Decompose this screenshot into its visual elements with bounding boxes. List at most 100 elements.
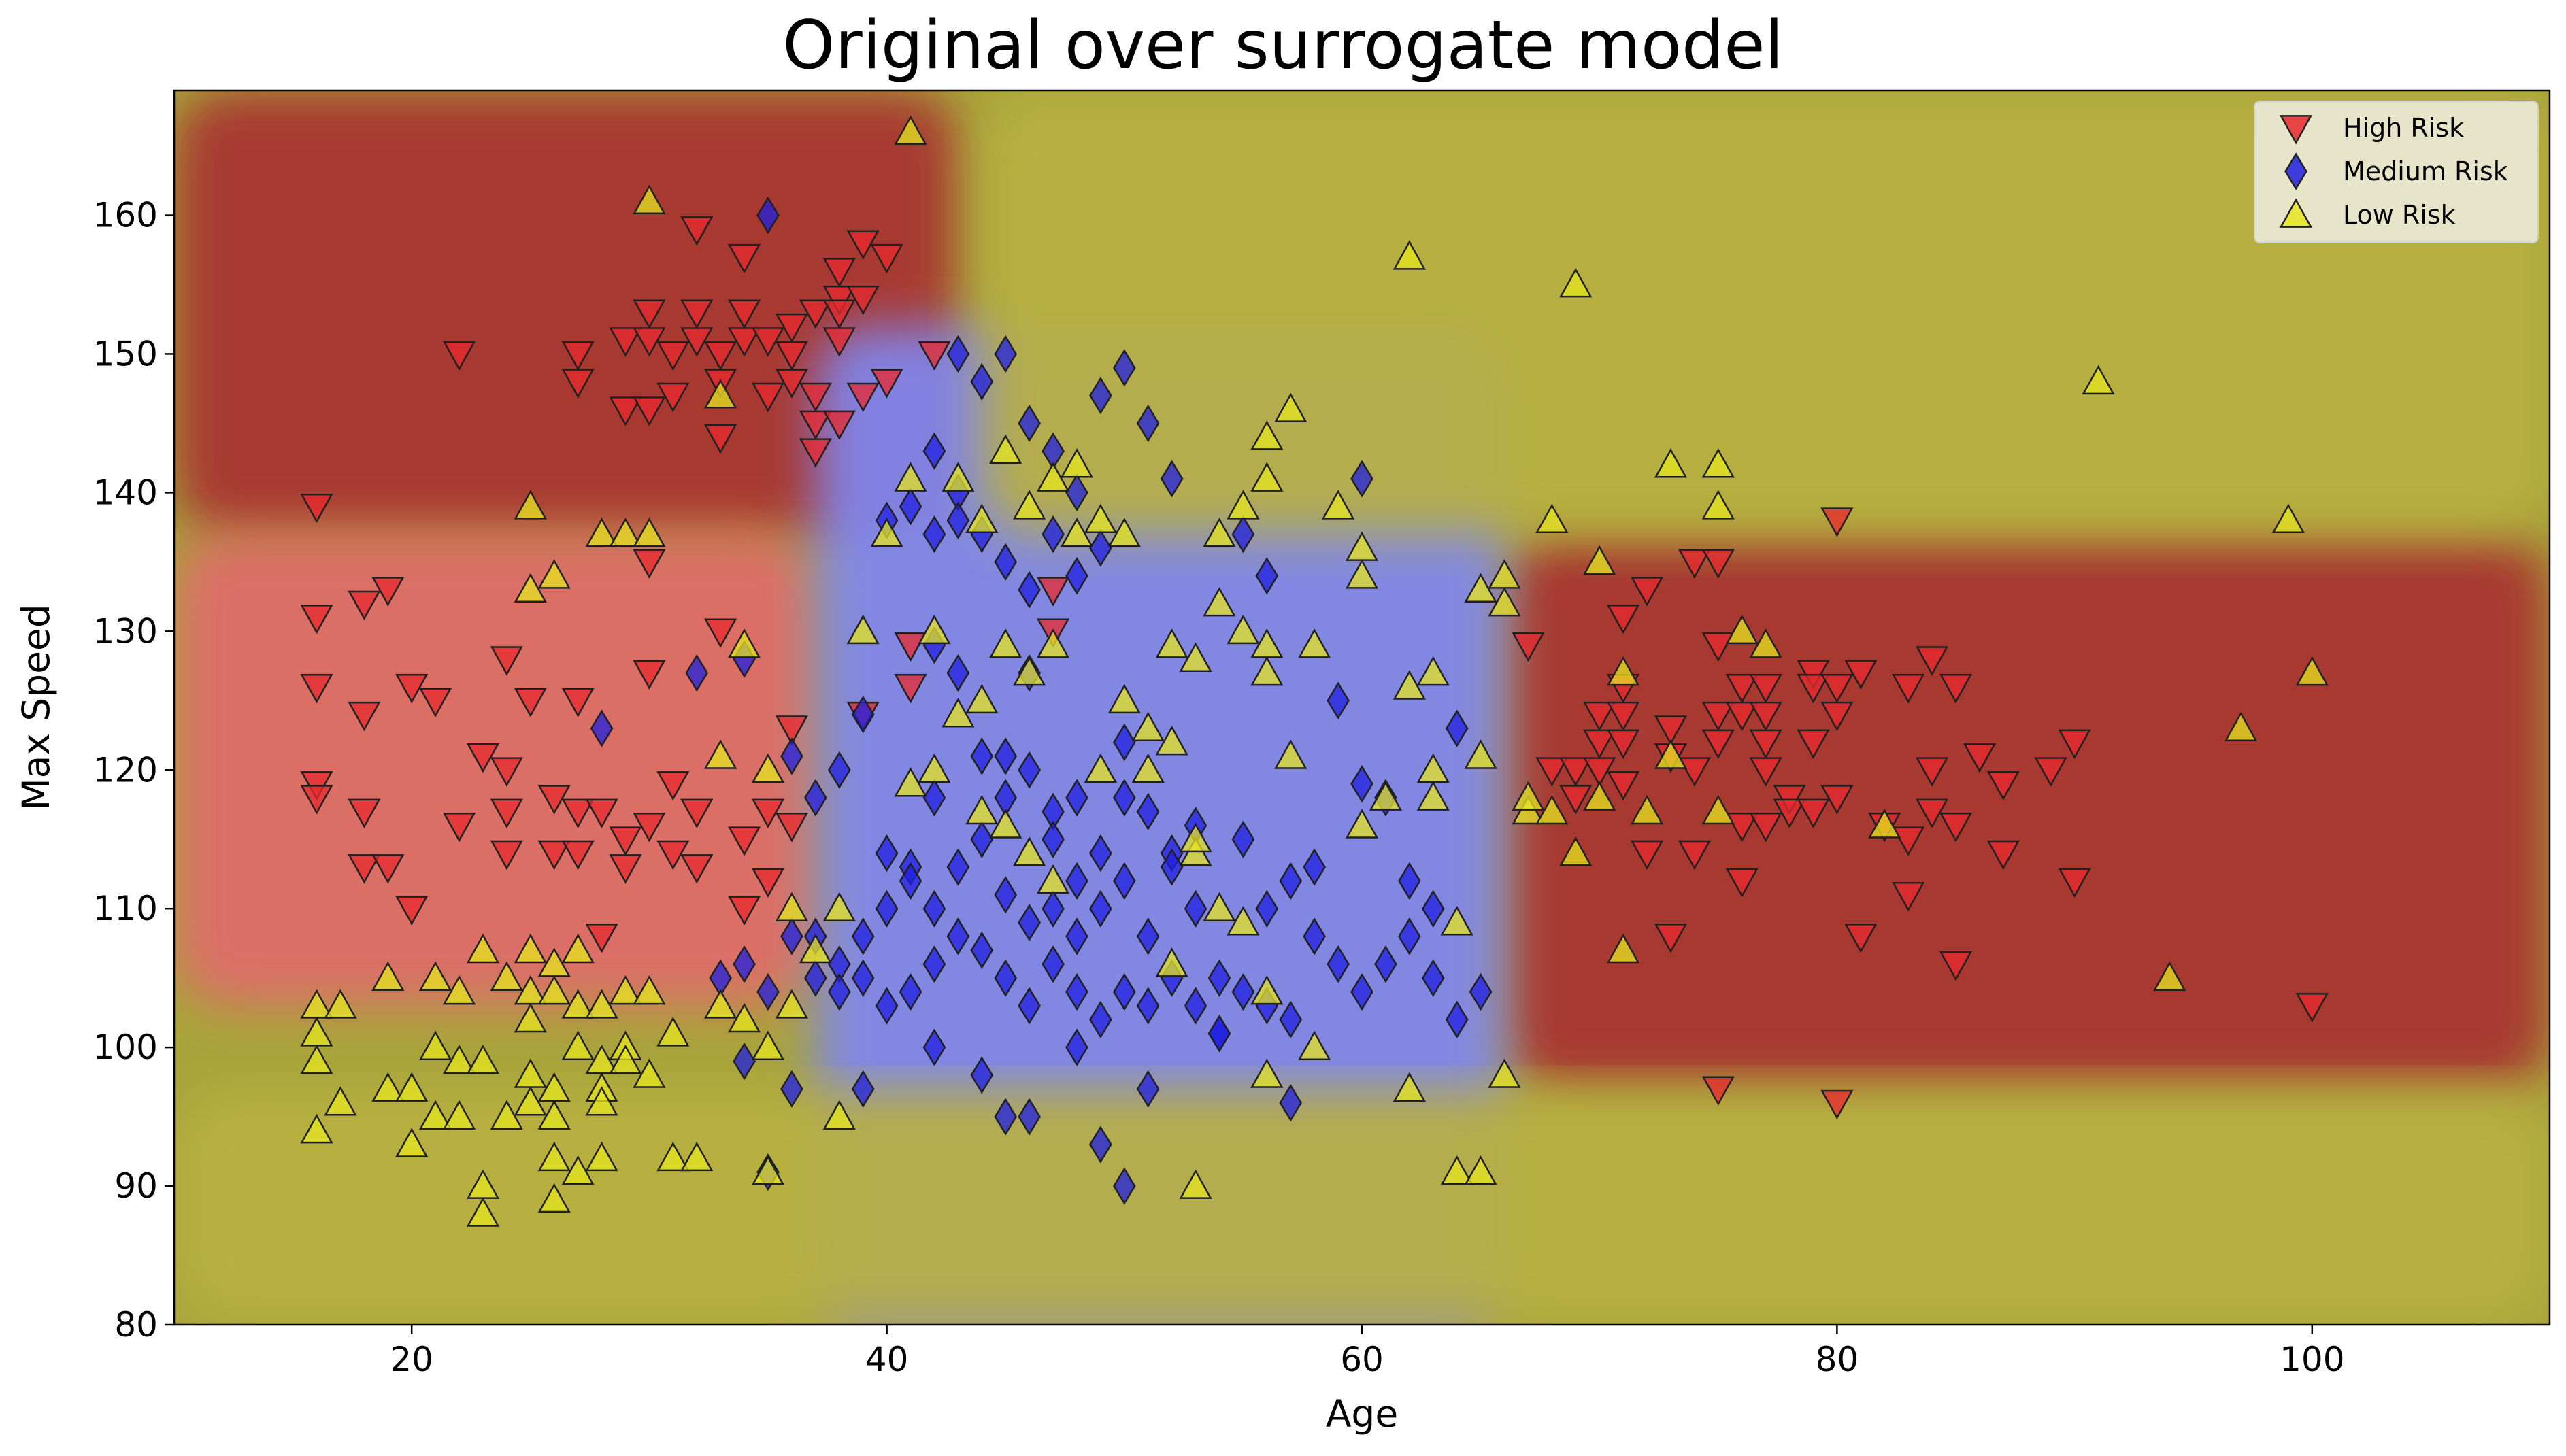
point-high-risk bbox=[1844, 660, 1878, 690]
point-high-risk bbox=[751, 798, 785, 829]
y-tick-label: 130 bbox=[93, 611, 158, 651]
point-high-risk bbox=[775, 313, 809, 343]
point-medium-risk bbox=[1065, 862, 1088, 900]
point-high-risk bbox=[371, 577, 405, 607]
point-medium-risk bbox=[1374, 945, 1397, 983]
point-medium-risk bbox=[970, 820, 994, 858]
point-low-risk bbox=[1107, 683, 1141, 714]
point-medium-risk bbox=[946, 917, 970, 955]
point-low-risk bbox=[537, 1100, 571, 1130]
point-low-risk bbox=[371, 961, 405, 992]
point-high-risk bbox=[1749, 701, 1782, 732]
point-low-risk bbox=[942, 462, 975, 492]
point-low-risk bbox=[324, 1086, 357, 1116]
point-medium-risk bbox=[994, 543, 1018, 581]
point-low-risk bbox=[1036, 462, 1070, 492]
point-low-risk bbox=[822, 1100, 856, 1130]
point-low-risk bbox=[1464, 1155, 1497, 1185]
point-low-risk bbox=[418, 1100, 452, 1130]
point-low-risk bbox=[633, 975, 666, 1005]
point-high-risk bbox=[1773, 798, 1806, 829]
point-low-risk bbox=[537, 559, 571, 589]
point-high-risk bbox=[1559, 757, 1593, 787]
point-medium-risk bbox=[1445, 709, 1469, 747]
point-low-risk bbox=[1060, 448, 1094, 478]
point-low-risk bbox=[585, 518, 618, 547]
point-medium-risk bbox=[851, 695, 875, 734]
data-points bbox=[300, 115, 2329, 1227]
point-high-risk bbox=[561, 798, 595, 829]
point-low-risk bbox=[514, 1002, 547, 1033]
point-low-risk bbox=[727, 1002, 761, 1033]
point-low-risk bbox=[1749, 628, 1782, 658]
point-low-risk bbox=[751, 753, 785, 783]
point-medium-risk bbox=[851, 959, 875, 997]
x-tick-label: 20 bbox=[390, 1340, 433, 1379]
point-high-risk bbox=[727, 243, 761, 274]
point-medium-risk bbox=[1136, 404, 1160, 443]
point-high-risk bbox=[656, 341, 690, 371]
point-low-risk bbox=[1512, 781, 1545, 811]
point-high-risk bbox=[1678, 549, 1712, 579]
point-high-risk bbox=[490, 798, 524, 829]
point-high-risk bbox=[1701, 729, 1735, 760]
point-medium-risk bbox=[899, 862, 922, 900]
point-high-risk bbox=[1654, 924, 1688, 953]
point-high-risk bbox=[751, 327, 785, 357]
point-low-risk bbox=[1084, 503, 1118, 534]
point-high-risk bbox=[442, 341, 476, 371]
point-medium-risk bbox=[946, 848, 970, 886]
point-low-risk bbox=[2271, 503, 2305, 534]
legend-label-medium-risk: Medium Risk bbox=[2343, 156, 2508, 186]
point-low-risk bbox=[1464, 739, 1497, 769]
point-low-risk bbox=[1179, 822, 1212, 853]
region-high-risk bbox=[174, 534, 816, 1006]
y-axis-label: Max Speed bbox=[14, 604, 58, 811]
point-low-risk bbox=[1559, 836, 1593, 866]
point-medium-risk bbox=[1327, 681, 1350, 720]
point-high-risk bbox=[1915, 757, 1949, 787]
point-high-risk bbox=[1749, 757, 1782, 787]
point-medium-risk bbox=[827, 972, 851, 1011]
point-low-risk bbox=[965, 503, 999, 534]
point-medium-risk bbox=[1042, 515, 1065, 554]
legend: High Risk Medium Risk Low Risk bbox=[2254, 101, 2539, 243]
point-medium-risk bbox=[899, 488, 922, 526]
point-low-risk bbox=[1345, 809, 1379, 839]
point-low-risk bbox=[633, 1058, 666, 1088]
decision-regions bbox=[174, 90, 2550, 1325]
point-low-risk bbox=[1701, 794, 1735, 825]
point-low-risk bbox=[466, 1044, 500, 1074]
point-high-risk bbox=[395, 896, 429, 926]
point-low-risk bbox=[1012, 836, 1046, 866]
point-medium-risk bbox=[994, 876, 1018, 914]
point-low-risk bbox=[1131, 753, 1165, 783]
point-high-risk bbox=[656, 382, 690, 413]
point-low-risk bbox=[1036, 628, 1070, 658]
point-medium-risk bbox=[1279, 862, 1303, 900]
point-low-risk bbox=[1250, 975, 1284, 1005]
point-low-risk bbox=[822, 892, 856, 922]
point-low-risk bbox=[1393, 1072, 1426, 1102]
point-low-risk bbox=[799, 933, 832, 964]
point-low-risk bbox=[942, 698, 975, 728]
point-low-risk bbox=[1155, 725, 1188, 756]
x-axis: 20 40 60 80 100 bbox=[390, 1325, 2345, 1379]
y-tick-label: 140 bbox=[93, 473, 158, 512]
point-medium-risk bbox=[1112, 1167, 1136, 1205]
point-low-risk bbox=[1321, 490, 1355, 520]
point-low-risk bbox=[1274, 739, 1307, 769]
y-tick-label: 80 bbox=[114, 1305, 158, 1344]
point-high-risk bbox=[490, 646, 524, 676]
point-high-risk bbox=[1820, 785, 1854, 815]
point-high-risk bbox=[1606, 605, 1640, 634]
point-medium-risk bbox=[1089, 890, 1112, 928]
point-high-risk bbox=[1892, 674, 1925, 704]
region-high-risk bbox=[1504, 534, 2550, 1089]
point-low-risk bbox=[371, 1072, 405, 1102]
point-low-risk bbox=[2295, 656, 2329, 686]
point-medium-risk bbox=[970, 362, 994, 401]
point-medium-risk bbox=[827, 751, 851, 789]
point-low-risk bbox=[1416, 781, 1450, 811]
point-high-risk bbox=[1939, 674, 1973, 704]
